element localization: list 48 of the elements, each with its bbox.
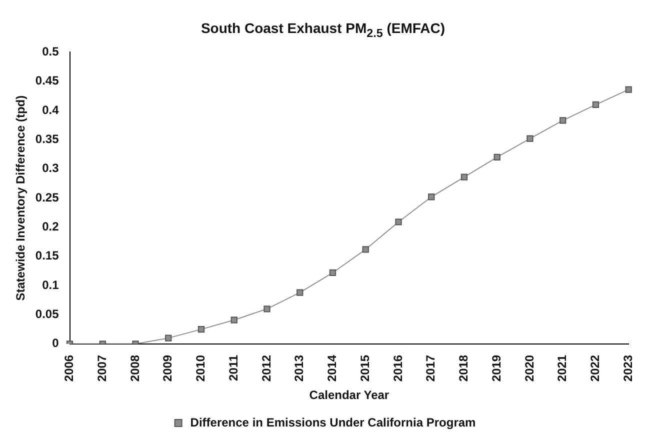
x-tick-label: 2018 [456,354,471,382]
point [560,117,566,124]
legend-label: Difference in Emissions Under California Program [190,415,476,430]
x-axis-title: Calendar Year [309,388,390,402]
y-tick-label: 0.5 [42,44,60,59]
x-tick-label: 2014 [325,354,340,382]
point [165,334,172,342]
y-tick-label: 0 [52,336,60,350]
x-tick-label: 2016 [390,354,405,382]
x-tick-label: 2020 [522,354,536,382]
point [362,246,369,253]
point [198,326,205,333]
x-tick-label: 2017 [424,354,438,382]
x-tick-label: 2013 [292,354,306,382]
x-tick-label: 2023 [620,354,635,382]
point [460,174,468,180]
point [494,154,500,161]
chart-title: South Coast Exhaust PM$_{2.5}$ (EMFAC) [200,19,446,42]
x-tick-label: 2006 [62,354,76,382]
point [625,86,632,93]
x-tick-label: 2022 [588,354,602,382]
x-tick-label: 2007 [94,354,109,382]
x-tick-label: 2008 [128,354,142,382]
point [428,194,435,200]
x-tick-label: 2019 [489,354,504,382]
y-tick-label: 0.4 [42,102,60,117]
y-tick-label: 0.35 [35,132,60,146]
point [395,218,402,226]
y-tick-label: 0.3 [42,161,60,176]
y-tick-label: 0.45 [35,74,60,88]
y-tick-label: 0.1 [42,278,60,292]
x-tick-label: 2015 [358,354,372,382]
y-tick-label: 0.25 [35,190,60,204]
x-tick-label: 2011 [226,354,240,381]
point [296,289,304,296]
point [592,101,600,108]
x-tick-label: 2009 [160,354,175,382]
y-tick-label: 0.2 [42,220,60,234]
x-tick-label: 2021 [555,354,570,382]
x-tick-label: 2010 [194,354,208,382]
y-tick-label: 0.15 [35,248,60,263]
y-axis-title: Statewide Inventory Difference (tpd) [14,95,28,301]
point [526,135,534,142]
point [264,306,270,312]
y-tick-label: 0.05 [35,307,60,322]
x-tick-label: 2012 [259,354,274,382]
point [230,316,238,324]
point [329,269,336,276]
